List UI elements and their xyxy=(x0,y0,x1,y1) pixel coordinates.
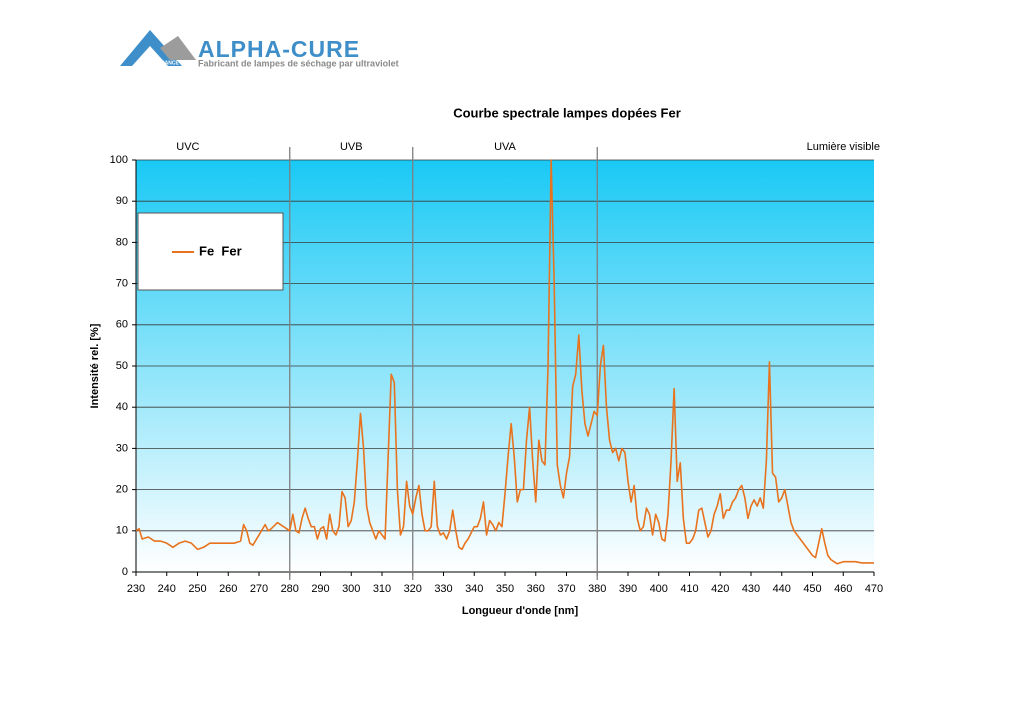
x-tick-label: 350 xyxy=(496,583,514,595)
y-tick-label: 20 xyxy=(116,484,128,496)
y-tick-label: 0 xyxy=(122,566,128,578)
x-tick-label: 440 xyxy=(773,583,791,595)
logo-tagline: Fabricant de lampes de séchage par ultra… xyxy=(198,58,399,68)
logo-name: ALPHA-CURE xyxy=(198,36,360,62)
chart-title: Courbe spectrale lampes dopées Fer xyxy=(453,105,681,120)
x-tick-label: 390 xyxy=(619,583,637,595)
x-tick-label: 230 xyxy=(127,583,145,595)
x-tick-label: 340 xyxy=(465,583,483,595)
legend-label: Fe Fer xyxy=(199,243,242,258)
x-tick-label: 310 xyxy=(373,583,391,595)
y-tick-label: 40 xyxy=(116,401,128,413)
x-tick-label: 420 xyxy=(711,583,729,595)
x-tick-label: 450 xyxy=(803,583,821,595)
x-tick-label: 260 xyxy=(219,583,237,595)
region-label: Lumière visible xyxy=(807,141,880,153)
x-tick-label: 360 xyxy=(527,583,545,595)
region-label: UVB xyxy=(340,141,363,153)
region-label: UVC xyxy=(176,141,199,153)
x-tick-label: 290 xyxy=(311,583,329,595)
y-axis-label: Intensité rel. [%] xyxy=(89,323,101,408)
x-tick-label: 370 xyxy=(557,583,575,595)
y-tick-label: 30 xyxy=(116,442,128,454)
x-tick-label: 470 xyxy=(865,583,883,595)
series-line xyxy=(135,159,874,565)
x-tick-label: 270 xyxy=(250,583,268,595)
region-label: UVA xyxy=(494,141,516,153)
y-tick-label: 90 xyxy=(116,195,128,207)
x-tick-label: 250 xyxy=(188,583,206,595)
x-tick-label: 240 xyxy=(158,583,176,595)
x-tick-label: 400 xyxy=(650,583,668,595)
x-tick-label: 320 xyxy=(404,583,422,595)
y-tick-label: 60 xyxy=(116,319,128,331)
y-tick-label: 80 xyxy=(116,236,128,248)
y-tick-label: 10 xyxy=(116,525,128,537)
x-tick-label: 330 xyxy=(434,583,452,595)
x-tick-label: 430 xyxy=(742,583,760,595)
x-tick-label: 300 xyxy=(342,583,360,595)
x-tick-label: 460 xyxy=(834,583,852,595)
logo-mark xyxy=(132,46,168,66)
y-tick-label: 100 xyxy=(110,154,128,166)
x-axis-label: Longueur d'onde [nm] xyxy=(462,605,579,617)
x-tick-label: 280 xyxy=(281,583,299,595)
logo-mark xyxy=(160,36,196,60)
x-tick-label: 380 xyxy=(588,583,606,595)
logo: ALPHA-CURE FRANCE Fabricant de lampes de… xyxy=(120,30,399,68)
legend-box xyxy=(137,212,284,291)
logo-badge: FRANCE xyxy=(158,60,179,66)
y-tick-label: 70 xyxy=(116,278,128,290)
x-tick-label: 410 xyxy=(680,583,698,595)
y-tick-label: 50 xyxy=(116,360,128,372)
